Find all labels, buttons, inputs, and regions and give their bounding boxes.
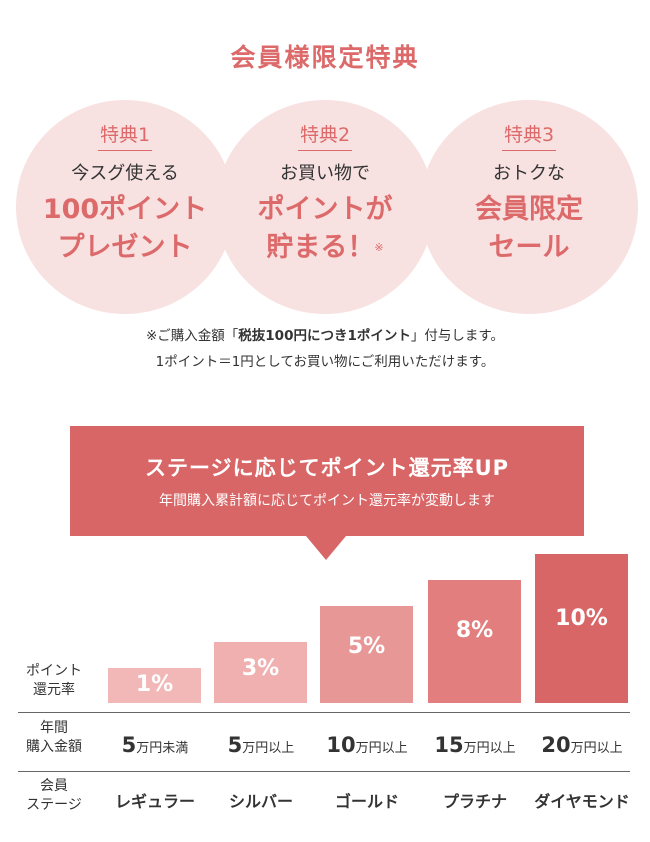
perk-lead: おトクな: [493, 163, 565, 184]
amount-unit: 万円以上: [242, 741, 295, 756]
perk-2: 特典2 お買い物で ポイントが貯まる！※: [216, 100, 434, 314]
perk-label: 特典3: [501, 120, 557, 151]
footnote-text: ※ご購入金額「: [145, 328, 239, 344]
footnote-emphasis: 税抜100円につき1ポイント: [238, 328, 411, 344]
stage-name: シルバー: [228, 792, 293, 811]
perk-3: 特典3 おトクな 会員限定セール: [420, 100, 638, 314]
perk-headline-line: 貯まる！※: [216, 229, 434, 267]
perk-headline-line: 100ポイント: [42, 194, 208, 225]
perk-1: 特典1 今スグ使える 100ポイント プレゼント: [16, 100, 234, 314]
amount-cell: 5万円未満: [100, 733, 210, 757]
amount-cell: 10万円以上: [312, 733, 422, 757]
row-label-line: 還元率: [33, 682, 75, 698]
amount-unit: 万円以上: [463, 741, 516, 756]
banner-pointer: [306, 536, 346, 560]
amount-number: 5: [227, 733, 243, 757]
row-label-line: 年間: [40, 720, 68, 736]
amount-number: 10: [326, 733, 356, 757]
footnote-line-1: ※ご購入金額「税抜100円につき1ポイント」付与します。: [0, 323, 650, 349]
divider: [18, 712, 630, 713]
row-label-stage: 会員 ステージ: [14, 777, 94, 815]
amount-unit: 万円以上: [355, 741, 408, 756]
rate-bar: 8%: [428, 580, 521, 703]
rate-bar: 5%: [320, 606, 413, 703]
footnote-line-2: 1ポイント＝1円としてお買い物にご利用いただけます。: [155, 354, 495, 370]
rate-bar: 1%: [108, 668, 201, 703]
rate-bar: 10%: [535, 554, 628, 703]
stage-name: ダイヤモンド: [534, 792, 630, 811]
stage-name: ゴールド: [334, 792, 399, 811]
rate-bar: 3%: [214, 642, 307, 703]
perk-headline: 100ポイント プレゼント: [16, 191, 234, 267]
row-label-line: ポイント: [26, 663, 82, 679]
rate-label: 1%: [135, 672, 174, 697]
amount-number: 5: [121, 733, 137, 757]
perk-lead: 今スグ使える: [71, 163, 179, 184]
perk-headline-line: ポイントが: [257, 194, 393, 225]
amount-number: 20: [541, 733, 571, 757]
stage-name: プラチナ: [442, 792, 507, 811]
row-label-rate: ポイント 還元率: [14, 662, 94, 700]
stage-name: レギュラー: [114, 792, 195, 811]
amount-unit: 万円未満: [136, 741, 189, 756]
footnote: ※ご購入金額「税抜100円につき1ポイント」付与します。 1ポイント＝1円として…: [0, 323, 650, 375]
rate-label: 8%: [455, 618, 494, 643]
divider: [18, 771, 630, 772]
footnote-text: 」付与します。: [410, 328, 505, 344]
stage-banner: ステージに応じてポイント還元率UP 年間購入累計額に応じてポイント還元率が変動し…: [70, 426, 584, 536]
perk-label: 特典1: [97, 120, 153, 151]
perk-headline-line: 会員限定: [475, 194, 583, 225]
page-title: 会員様限定特典: [230, 43, 420, 72]
banner-subheading: 年間購入累計額に応じてポイント還元率が変動します: [159, 493, 495, 509]
amount-cell: 5万円以上: [206, 733, 316, 757]
rate-label: 5%: [347, 634, 386, 659]
rate-label: 10%: [555, 606, 608, 631]
perk-lead: お買い物で: [280, 163, 370, 184]
row-label-amount: 年間 購入金額: [14, 719, 94, 757]
row-label-line: ステージ: [26, 797, 82, 813]
perk-headline: 会員限定 セール: [420, 191, 638, 267]
footnote-mark: ※: [374, 241, 384, 254]
perk-headline: ポイントが貯まる！※: [216, 191, 434, 267]
amount-cell: 20万円以上: [527, 733, 637, 757]
row-label-line: 会員: [40, 778, 68, 794]
amount-number: 15: [434, 733, 464, 757]
amount-unit: 万円以上: [570, 741, 623, 756]
perk-label: 特典2: [297, 120, 353, 151]
perk-headline-text: 貯まる！: [266, 232, 375, 263]
perk-headline-line: プレゼント: [57, 232, 193, 263]
row-label-line: 購入金額: [26, 739, 82, 755]
amount-cell: 15万円以上: [420, 733, 530, 757]
perk-headline-line: セール: [488, 232, 570, 263]
rate-label: 3%: [241, 656, 280, 681]
banner-heading: ステージに応じてポイント還元率UP: [144, 456, 510, 480]
